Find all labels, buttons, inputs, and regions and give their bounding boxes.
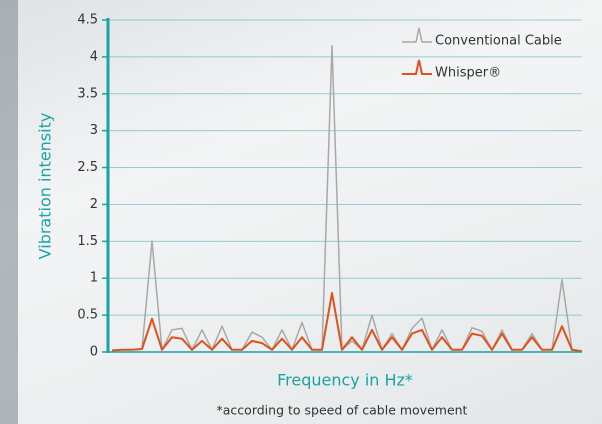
grid <box>108 19 582 353</box>
y-axis-label: Vibration intensity <box>36 113 55 260</box>
x-axis-label: Frequency in Hz* <box>277 371 413 390</box>
y-tick-label: 1.5 <box>77 234 98 249</box>
y-tick-label: 4 <box>90 49 98 64</box>
y-tick-label: 0 <box>90 345 98 360</box>
y-tick-label: 2.5 <box>77 160 98 175</box>
legend: Conventional Cable Whisper® <box>402 27 562 81</box>
series-line <box>111 45 583 353</box>
legend-icon <box>402 27 432 43</box>
legend-icon <box>402 59 432 75</box>
legend-label: Whisper® <box>435 66 501 81</box>
footnote: *according to speed of cable movement <box>217 403 468 418</box>
y-tick-label: 3.5 <box>77 86 98 101</box>
y-tick-label: 2 <box>90 197 98 212</box>
axes: 0 0.5 1 1.5 2 2.5 3 3.5 4 4.5 <box>77 13 582 360</box>
background-edge <box>0 0 18 424</box>
y-tick-label: 0.5 <box>77 308 98 323</box>
lines <box>111 45 583 353</box>
y-tick-label: 3 <box>90 123 98 138</box>
y-tick-label: 4.5 <box>77 13 98 28</box>
y-tick-label: 1 <box>90 271 98 286</box>
series-line <box>111 292 583 353</box>
legend-label: Conventional Cable <box>435 34 562 49</box>
